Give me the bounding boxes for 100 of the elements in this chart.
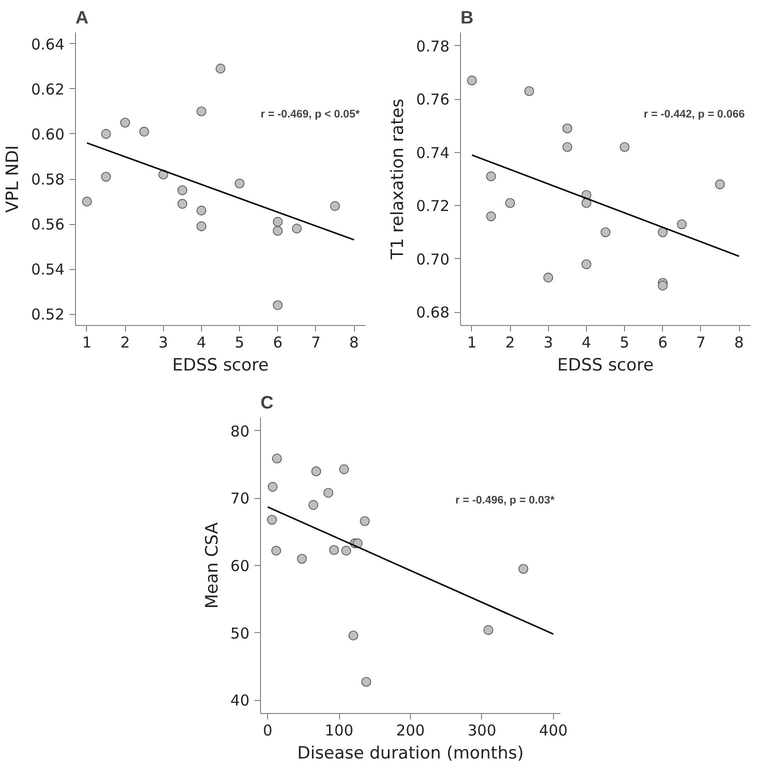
y-tick-label: 60 [230, 557, 250, 575]
point [196, 221, 206, 232]
point [329, 545, 339, 555]
y-tick-label: 40 [230, 692, 250, 710]
annotation: r = -0.442, p = 0.066 [644, 108, 745, 120]
x-tick-label: 2 [120, 334, 130, 352]
point [562, 142, 572, 152]
point [582, 259, 592, 270]
point [120, 118, 130, 128]
point [676, 219, 687, 230]
point [292, 224, 302, 234]
x-tick-label: 8 [349, 334, 359, 352]
point [196, 206, 206, 216]
point [139, 126, 150, 137]
y-axis-title: T1 relaxation rates [388, 98, 408, 260]
x-tick-label: 200 [396, 722, 425, 740]
point [308, 500, 318, 510]
point [715, 179, 725, 190]
point [658, 280, 668, 290]
point [101, 172, 111, 182]
y-tick-label: 0.70 [416, 250, 450, 268]
point [271, 546, 282, 556]
point [518, 564, 528, 574]
y-tick-label: 0.56 [31, 216, 65, 234]
y-tick-label: 70 [230, 490, 250, 508]
point [101, 129, 111, 139]
point [330, 201, 340, 211]
y-tick-label: 0.68 [416, 304, 450, 322]
y-tick-label: 0.74 [416, 144, 450, 162]
x-tick-label: 8 [734, 334, 744, 352]
chart-title: C [260, 392, 274, 412]
x-axis-title: EDSS score [172, 356, 269, 376]
y-axis-title: VPL NDI [3, 145, 24, 213]
y-tick-label: 0.62 [31, 80, 65, 98]
x-tick-label: 100 [324, 722, 354, 740]
point [543, 272, 554, 282]
point [620, 142, 630, 152]
point [505, 198, 516, 208]
x-tick-label: 300 [468, 722, 496, 740]
chart-title: A [76, 8, 88, 28]
point [82, 196, 92, 206]
chart-title: B [460, 8, 474, 28]
point [272, 300, 283, 310]
point [658, 227, 668, 238]
x-tick-label: 3 [158, 334, 168, 352]
y-axis-title: Mean CSA [202, 522, 222, 609]
point [486, 171, 496, 182]
x-tick-label: 3 [543, 334, 554, 352]
y-tick-label: 0.54 [31, 260, 65, 279]
point [177, 198, 188, 209]
x-tick-label: 7 [311, 334, 321, 352]
point [272, 226, 283, 236]
point [196, 106, 206, 116]
point [297, 554, 307, 564]
x-tick-label: 1 [82, 334, 92, 352]
x-tick-label: 5 [620, 334, 630, 352]
x-tick-label: 6 [272, 334, 283, 352]
x-tick-label: 4 [582, 334, 592, 352]
point [486, 211, 496, 222]
x-axis-title: EDSS score [557, 356, 654, 376]
point [360, 516, 370, 526]
point [216, 64, 226, 74]
x-tick-label: 0 [262, 722, 272, 740]
point [339, 464, 349, 474]
point [582, 198, 592, 208]
point [483, 625, 494, 635]
x-axis-title: Disease duration (months) [297, 744, 524, 764]
point [272, 216, 283, 227]
y-tick-label: 80 [230, 422, 250, 440]
x-tick-label: 4 [196, 334, 206, 352]
annotation: r = -0.469, p < 0.05* [260, 108, 360, 120]
point [272, 454, 282, 464]
point [341, 546, 352, 556]
point [562, 124, 572, 134]
y-tick-label: 0.72 [416, 197, 450, 216]
x-tick-label: 5 [234, 334, 244, 352]
point [267, 514, 277, 525]
y-tick-label: 0.58 [31, 170, 65, 188]
x-tick-label: 7 [696, 334, 706, 352]
y-tick-label: 0.52 [31, 306, 65, 324]
x-tick-label: 6 [658, 334, 668, 352]
point [177, 185, 188, 196]
point [600, 227, 610, 238]
x-tick-label: 2 [505, 334, 515, 352]
y-tick-label: 0.76 [416, 90, 450, 109]
point [268, 482, 278, 492]
x-tick-label: 1 [467, 334, 477, 352]
point [467, 76, 477, 86]
y-tick-label: 50 [230, 624, 250, 642]
y-tick-label: 0.60 [31, 125, 65, 144]
point [311, 466, 322, 476]
point [323, 488, 334, 498]
point [524, 86, 534, 96]
point [361, 676, 372, 687]
point [348, 630, 358, 640]
y-tick-label: 0.64 [31, 35, 65, 54]
x-tick-label: 400 [539, 722, 568, 740]
y-tick-label: 0.78 [416, 37, 450, 56]
point [234, 178, 244, 188]
annotation: r = -0.496, p = 0.03* [455, 494, 556, 506]
